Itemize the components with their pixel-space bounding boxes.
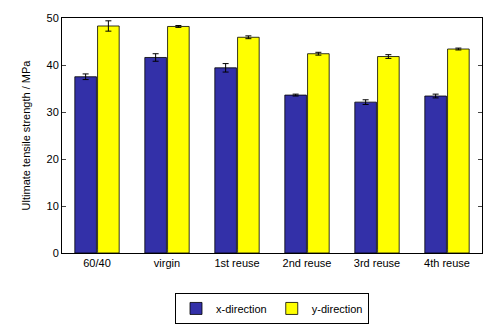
svg-text:Ultimate tensile strength / MP: Ultimate tensile strength / MPa <box>20 60 32 211</box>
svg-text:50: 50 <box>47 12 59 24</box>
svg-text:y-direction: y-direction <box>312 303 363 315</box>
svg-text:2nd reuse: 2nd reuse <box>283 257 332 269</box>
svg-text:0: 0 <box>53 247 59 259</box>
svg-text:x-direction: x-direction <box>216 303 267 315</box>
svg-text:10: 10 <box>47 200 59 212</box>
svg-text:1st reuse: 1st reuse <box>214 257 259 269</box>
svg-text:4th reuse: 4th reuse <box>424 257 470 269</box>
svg-text:3rd reuse: 3rd reuse <box>354 257 400 269</box>
svg-text:60/40: 60/40 <box>83 257 111 269</box>
svg-text:40: 40 <box>47 59 59 71</box>
svg-text:30: 30 <box>47 106 59 118</box>
svg-text:virgin: virgin <box>154 257 180 269</box>
svg-text:20: 20 <box>47 153 59 165</box>
